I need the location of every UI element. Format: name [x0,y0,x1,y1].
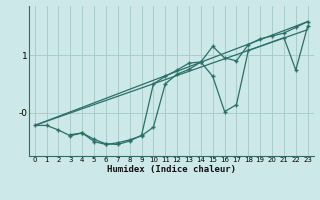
X-axis label: Humidex (Indice chaleur): Humidex (Indice chaleur) [107,165,236,174]
